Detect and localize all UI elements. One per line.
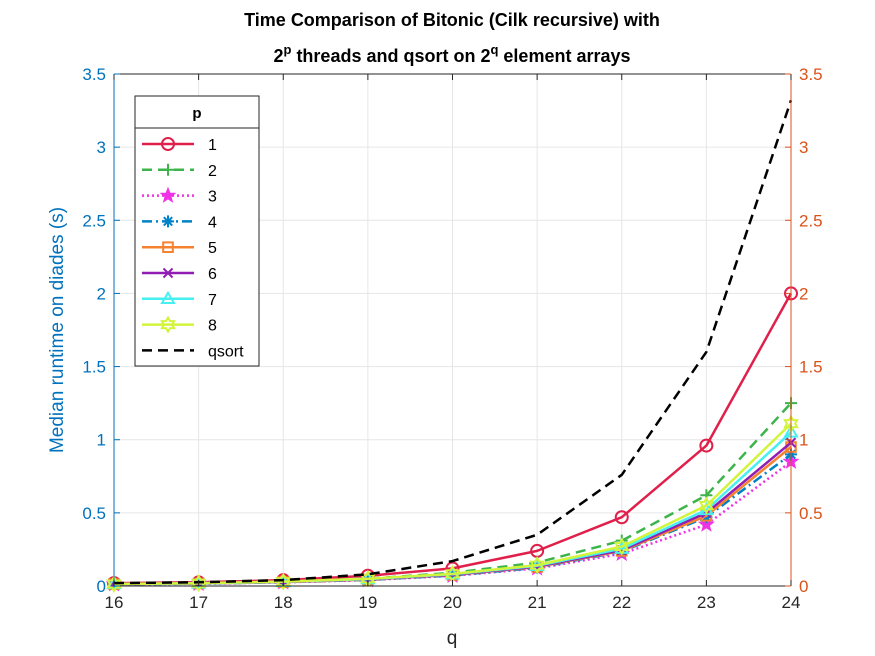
legend-marker-2 [162,163,174,176]
x-tick-label: 21 [528,593,547,612]
data-point-8 [106,575,122,594]
y-tick-label-right: 2 [799,284,808,303]
legend-title: p [192,105,201,122]
legend-marker-1 [161,137,175,151]
x-tick-label: 20 [443,593,462,612]
legend-label-5: 5 [208,240,217,257]
legend-label-2: 2 [208,163,217,180]
title-mid: threads and qsort on 2 [291,46,490,66]
legend-marker-6 [162,267,174,279]
legend-marker-7 [160,290,176,304]
x-axis-label: q [447,628,458,649]
y-tick-label-left: 1 [97,431,106,450]
y-tick-label-left: 3 [97,138,106,157]
data-point-3 [697,515,715,532]
x-tick-label: 16 [105,593,124,612]
y-tick-label-left: 3.5 [82,65,106,84]
legend-entry-7: 7 [142,290,217,309]
legend-entry-1: 1 [142,137,217,154]
y-tick-label-right: 2.5 [799,211,823,230]
axes: 16 17 18 19 20 21 22 23 240 00.5 0.51 11.5 1.52 22.5 2… [82,65,822,612]
series-qsort [113,99,793,585]
y-tick-label-right: 0 [799,577,808,596]
y-tick-label-right: 1 [799,431,808,450]
legend: p 1 2 3 4 5 6 7 8 qsort [134,95,260,367]
x-tick-label: 18 [274,593,293,612]
series-line-qsort [113,99,793,585]
data-point-8 [275,572,292,591]
legend-entry-6: 6 [142,266,217,283]
legend-marker-5 [162,241,174,253]
series-group [105,99,800,594]
y-tick-label-right: 3 [799,138,808,157]
data-point-8 [190,574,207,593]
y-tick-label-right: 0.5 [799,504,823,523]
legend-entry-qsort: qsort [142,343,244,360]
legend-entry-8: 8 [142,315,217,335]
x-tick-label: 24 [782,593,801,612]
y-tick-label-left: 0.5 [82,504,106,523]
legend-label-qsort: qsort [208,343,244,360]
legend-entry-5: 5 [142,240,217,257]
legend-label-7: 7 [208,292,217,309]
data-point-1 [699,438,714,453]
data-point-8 [613,537,630,556]
title-base-2: 2 [273,46,283,66]
y-tick-label-left: 1.5 [82,358,106,377]
x-tick-label: 22 [612,593,631,612]
legend-marker-3 [159,186,177,203]
y-tick-label-left: 2 [97,284,106,303]
legend-label-4: 4 [208,214,217,231]
legend-box [134,95,260,367]
title-sup-p: p [283,42,291,57]
legend-entry-4: 4 [142,214,217,231]
legend-label-6: 6 [208,266,217,283]
legend-entry-2: 2 [142,163,217,180]
y-tick-label-right: 3.5 [799,65,823,84]
x-tick-label: 19 [358,593,377,612]
y-tick-label-right: 1.5 [799,358,823,377]
title-sup-q: q [490,42,498,57]
y-tick-label-left: 0 [97,577,106,596]
chart-title-line1: Time Comparison of Bitonic (Cilk recursi… [244,10,660,30]
legend-label-1: 1 [208,137,217,154]
data-point-1 [614,510,629,525]
y-axis-label: Median runtime on diades (s) [47,207,68,453]
title-post: element arrays [498,46,630,66]
x-tick-label: 23 [697,593,716,612]
data-point-8 [529,556,545,575]
data-point-4 [700,511,713,524]
legend-label-3: 3 [208,189,217,206]
y-tick-label-left: 2.5 [82,211,106,230]
legend-marker-4 [162,215,174,228]
legend-marker-8 [160,315,176,334]
data-point-8 [698,496,715,515]
x-tick-label: 17 [189,593,208,612]
legend-entries: 1 2 3 4 5 6 7 8 qsort [142,137,244,360]
legend-entry-3: 3 [142,186,217,206]
legend-label-8: 8 [208,318,217,335]
chart-title-line2: 2p threads and qsort on 2q element array… [273,42,630,66]
